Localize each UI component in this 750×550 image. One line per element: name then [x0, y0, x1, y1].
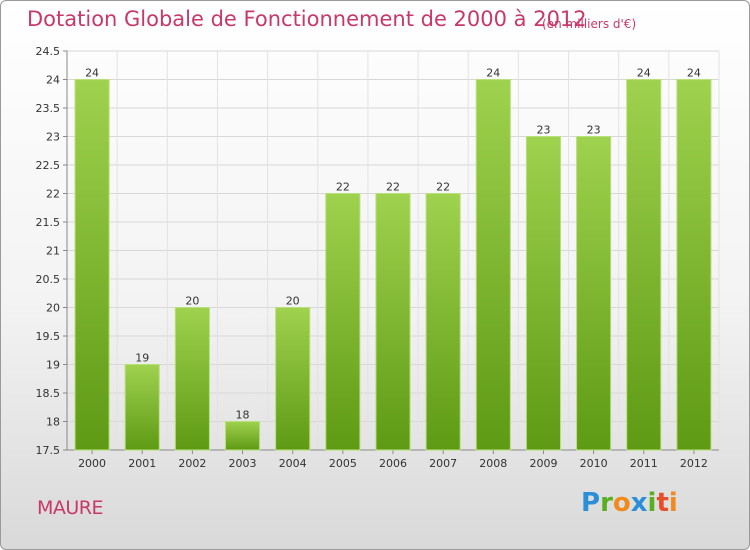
bar-2007 [425, 193, 461, 451]
logo-letter: i [647, 488, 657, 518]
x-tick-label: 2000 [78, 457, 106, 470]
data-label: 24 [486, 67, 500, 80]
data-label: 20 [185, 295, 199, 308]
y-tick-label: 23.5 [36, 102, 61, 115]
data-label: 22 [436, 181, 450, 194]
logo-letter: o [612, 488, 631, 518]
y-tick-label: 17.5 [36, 444, 61, 457]
x-tick-label: 2002 [178, 457, 206, 470]
bar-labels: 24 19 20 18 20 22 22 22 24 23 23 24 24 [85, 67, 701, 422]
y-tick-label: 22 [46, 188, 60, 201]
data-label: 23 [536, 124, 550, 137]
place-name: MAURE [37, 497, 104, 519]
x-tick-label: 2006 [379, 457, 407, 470]
data-label: 22 [386, 181, 400, 194]
bar-2001 [124, 364, 160, 451]
x-tick-label: 2010 [580, 457, 608, 470]
y-tick-label: 24.5 [36, 45, 61, 58]
data-label: 19 [135, 352, 149, 365]
bar-2010 [576, 136, 612, 451]
x-tick-label: 2001 [128, 457, 156, 470]
bar-2005 [325, 193, 361, 451]
logo-letter: r [600, 488, 613, 518]
data-label: 22 [336, 181, 350, 194]
axes: 17.5 18 18.5 19 19.5 20 20.5 21 21.5 22 22.5 23 23.5… [36, 45, 719, 470]
logo-letter: x [630, 488, 648, 518]
y-tick-label: 20.5 [36, 273, 61, 286]
bar-2008 [475, 79, 511, 451]
x-tick-label: 2005 [329, 457, 357, 470]
x-tick-label: 2003 [229, 457, 257, 470]
data-label: 24 [637, 67, 651, 80]
bars [74, 79, 712, 451]
y-tick-label: 24 [46, 74, 60, 87]
y-tick-label: 21.5 [36, 216, 61, 229]
bar-2000 [74, 79, 110, 451]
bar-2012 [676, 79, 712, 451]
bar-2011 [626, 79, 662, 451]
y-tick-label: 19.5 [36, 330, 61, 343]
bar-2009 [525, 136, 562, 451]
bar-2003 [224, 421, 261, 451]
x-tick-label: 2008 [479, 457, 507, 470]
chart-title: Dotation Globale de Fonctionnement de 20… [27, 7, 587, 31]
y-tick-label: 21 [46, 245, 60, 258]
y-tick-label: 20 [46, 302, 60, 315]
bar-2004 [275, 307, 311, 451]
bar-2006 [375, 193, 411, 451]
bar-2002 [174, 307, 210, 451]
proxiti-logo: Proxiti [581, 488, 678, 518]
y-tick-label: 18.5 [36, 387, 61, 400]
data-label: 20 [286, 295, 300, 308]
logo-letter: P [581, 488, 601, 518]
x-tick-label: 2007 [429, 457, 457, 470]
logo-letter: i [668, 488, 678, 518]
y-tick-label: 23 [46, 131, 60, 144]
x-tick-label: 2011 [630, 457, 658, 470]
data-label: 18 [236, 409, 250, 422]
data-label: 24 [687, 67, 701, 80]
y-tick-label: 18 [46, 416, 60, 429]
chart-subtitle: (en milliers d'€) [542, 17, 637, 31]
x-tick-label: 2004 [279, 457, 307, 470]
x-tick-label: 2009 [529, 457, 557, 470]
y-tick-label: 22.5 [36, 159, 61, 172]
logo-letter: t [656, 488, 669, 518]
x-tick-label: 2012 [680, 457, 708, 470]
data-label: 23 [587, 124, 601, 137]
y-tick-label: 19 [46, 359, 60, 372]
data-label: 24 [85, 67, 99, 80]
